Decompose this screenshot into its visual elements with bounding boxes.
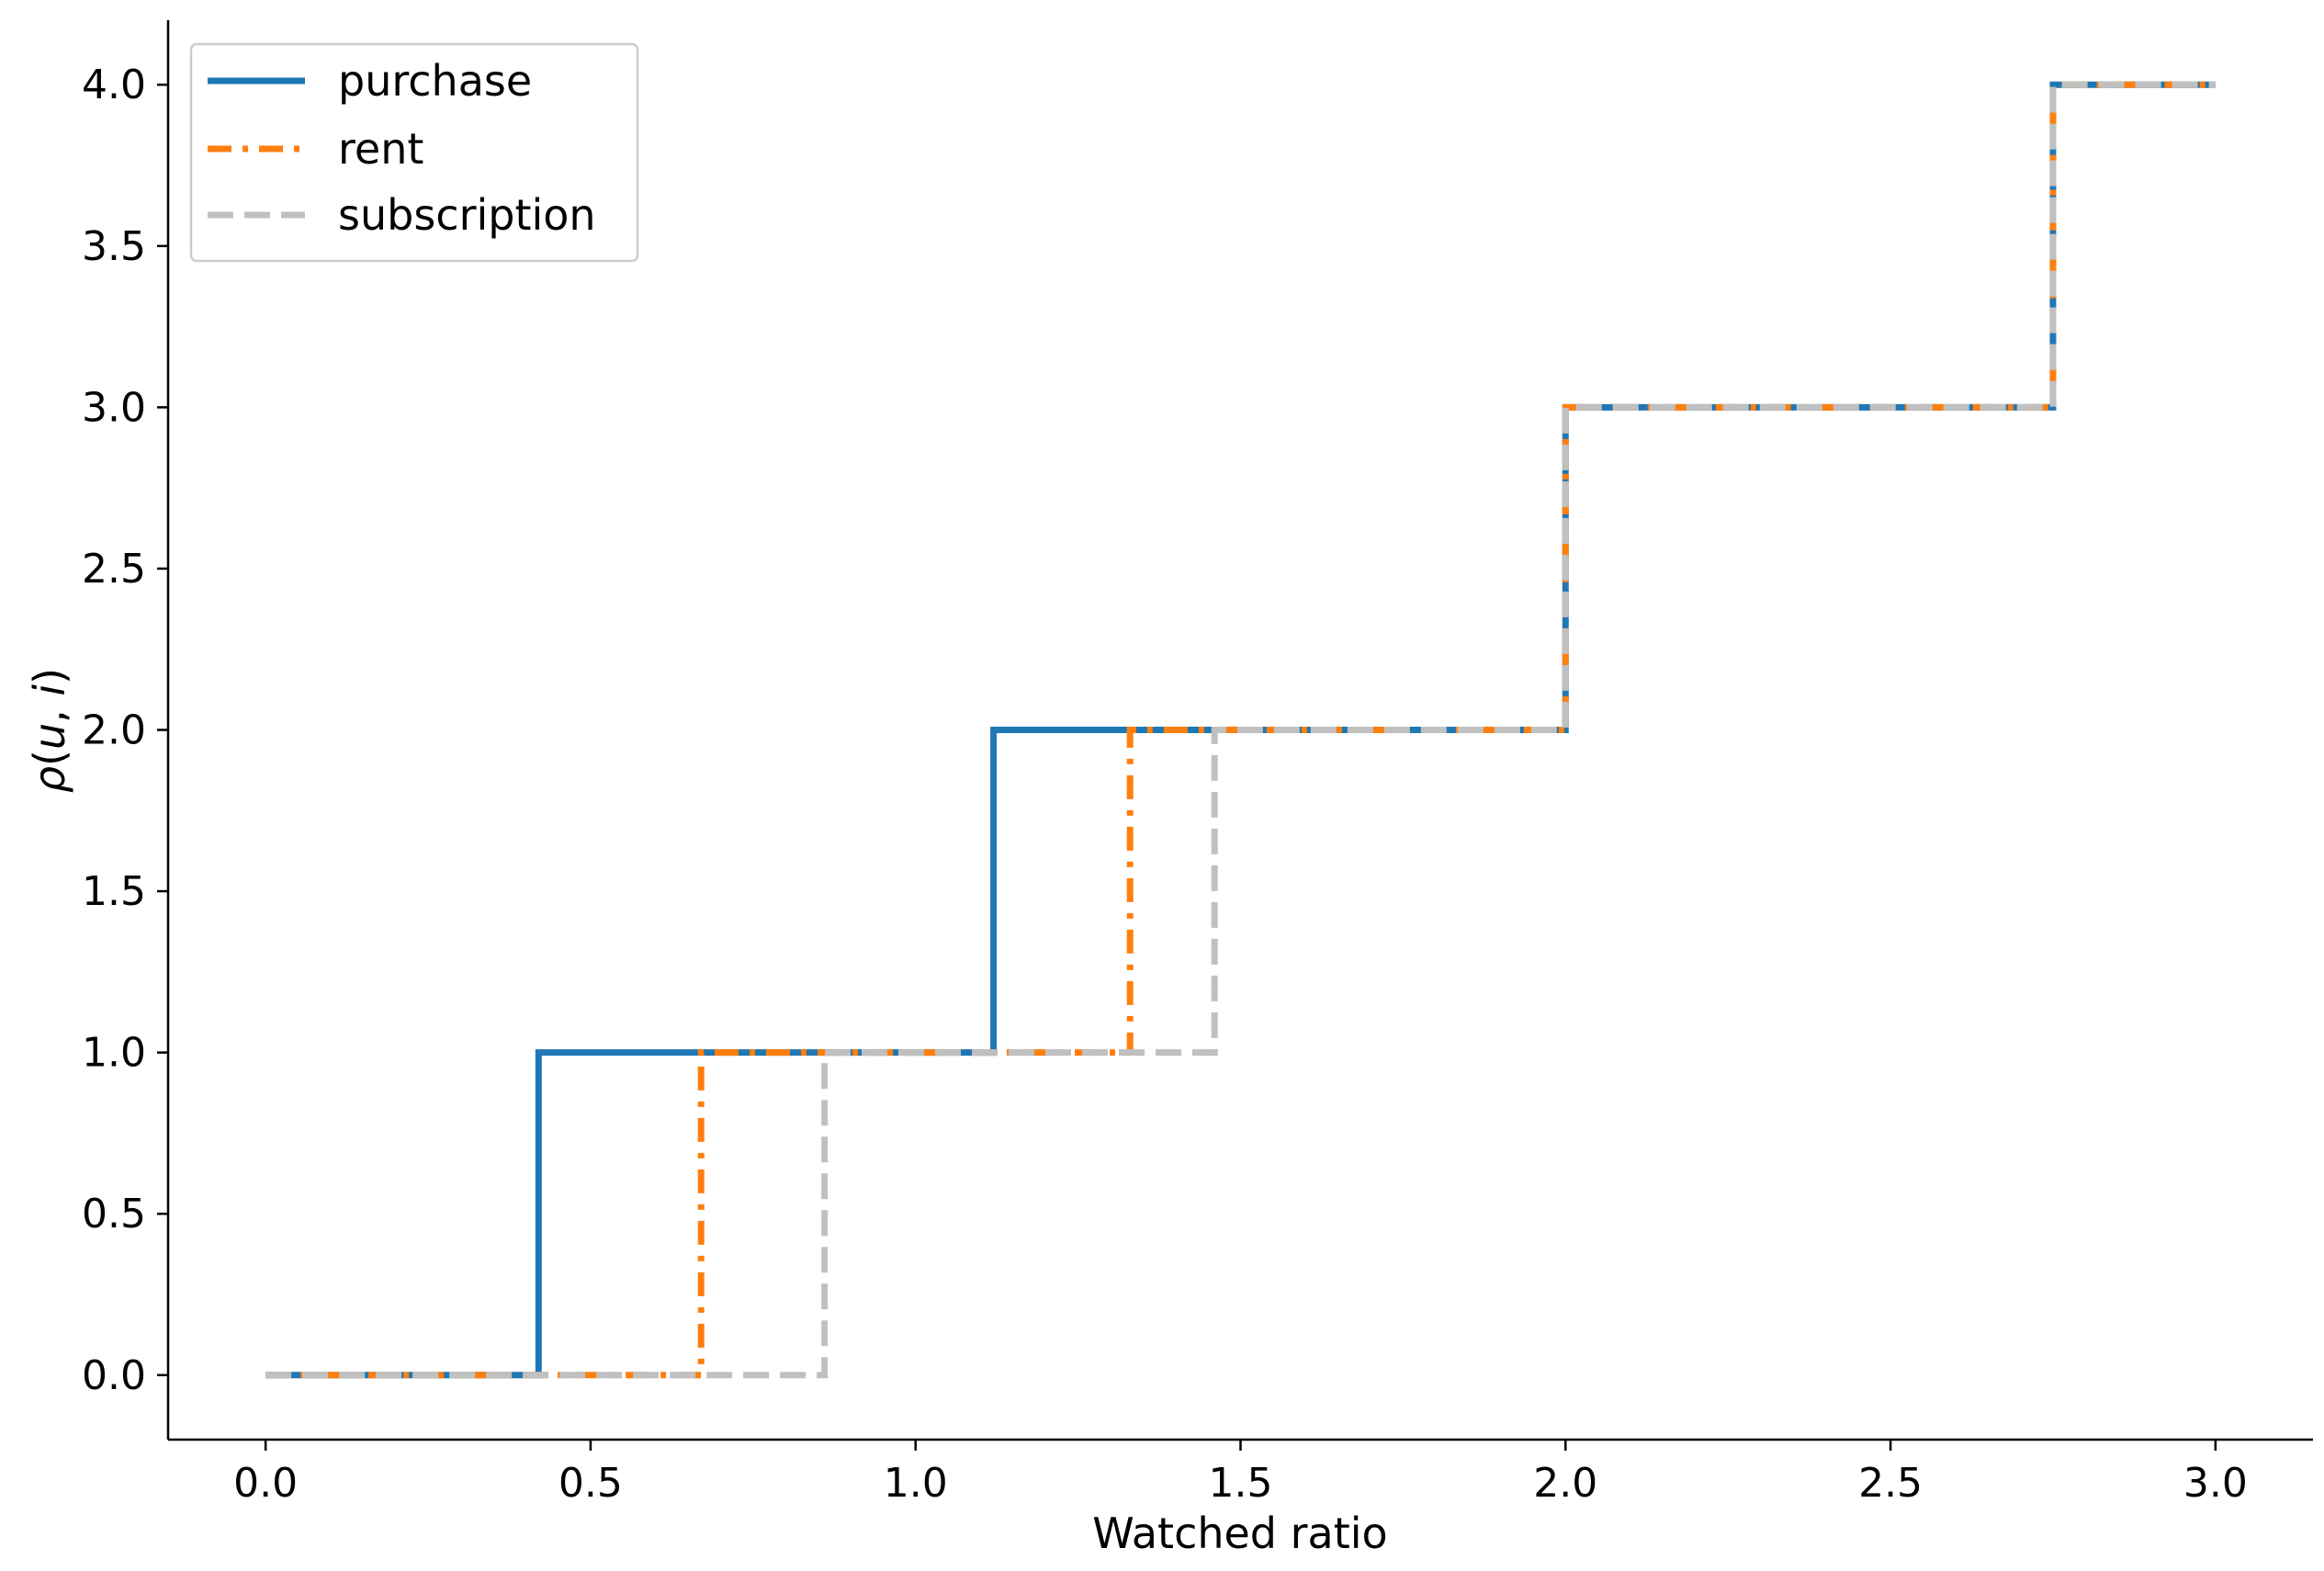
y-tick-label: 0.5 [82,1191,146,1238]
x-tick-label: 2.0 [1533,1460,1597,1507]
y-label-i: i [25,684,74,696]
x-ticks: 0.0 0.5 1.0 1.5 2.0 2.5 3.0 [233,1440,2248,1507]
legend-label-rent: rent [338,124,423,174]
x-axis-label: Watched ratio [1092,1509,1387,1558]
y-tick-label: 0.0 [82,1352,146,1399]
y-label-open-paren: ( [25,750,74,766]
y-tick-label: 3.5 [82,223,146,270]
y-label-comma: , [25,696,74,723]
x-tick-label: 2.5 [1858,1460,1923,1507]
y-label-rho: ρ [25,766,74,793]
y-tick-label: 4.0 [82,62,146,108]
legend-frame [189,42,639,263]
y-label-close-paren: ) [25,668,74,684]
y-tick-label: 1.0 [82,1030,146,1077]
y-axis-label: ρ(u, i) [25,668,74,793]
y-ticks: 0.0 0.5 1.0 1.5 2.0 2.5 3.0 3.5 4.0 [82,62,168,1399]
x-tick-label: 3.0 [2183,1460,2248,1507]
y-tick-label: 3.0 [82,384,146,431]
x-tick-label: 1.5 [1209,1460,1273,1507]
legend-label-purchase: purchase [338,56,532,106]
y-label-u: u [25,723,74,750]
x-tick-label: 0.5 [558,1460,623,1507]
y-tick-label: 2.5 [82,546,146,593]
x-tick-label: 0.0 [233,1460,298,1507]
series-line-subscription [265,81,2216,1379]
y-tick-label: 2.0 [82,707,146,754]
y-tick-label: 1.5 [82,868,146,915]
series-layer [265,81,2216,1379]
legend: purchase rent subscription [189,42,639,263]
x-tick-label: 1.0 [884,1460,948,1507]
legend-label-subscription: subscription [338,190,596,240]
